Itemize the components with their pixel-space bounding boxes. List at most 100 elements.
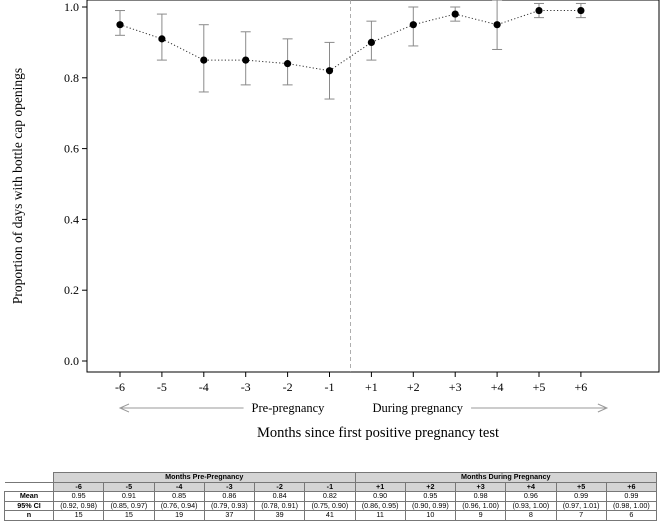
table-cell: 0.99 [555, 491, 607, 502]
table-cell: 8 [505, 510, 557, 521]
table-row: n 15 15 19 37 39 41 11 10 9 8 7 6 [4, 510, 658, 521]
x-tick-label: +2 [407, 380, 420, 394]
table-cell: 0.82 [304, 491, 356, 502]
table-cell: 37 [203, 510, 256, 521]
table-cell: 0.95 [52, 491, 105, 502]
table-month-header: -4 [153, 481, 205, 493]
x-tick-label: -6 [115, 380, 125, 394]
data-point [451, 10, 459, 18]
plot-frame [86, 0, 660, 373]
data-point [325, 67, 334, 75]
table-group-header-row: Months Pre-Pregnancy Months During Pregn… [4, 472, 657, 483]
data-point [158, 35, 166, 43]
table-month-header: +3 [454, 481, 507, 493]
table-cell: 0.86 [203, 491, 256, 502]
table-row-label: Mean [4, 491, 54, 502]
table-cell: 19 [153, 510, 205, 521]
table-cell: 41 [304, 510, 356, 521]
table-cell: (0.93, 1.00) [505, 500, 557, 512]
table-cell: (0.85, 0.97) [103, 500, 155, 512]
table-cell: 0.90 [354, 491, 406, 502]
data-point [242, 56, 250, 64]
series-line [119, 10, 581, 72]
table-cell: (0.86, 0.95) [354, 500, 406, 512]
table-cell: 11 [354, 510, 406, 521]
summary-table: Months Pre-Pregnancy Months During Pregn… [4, 472, 658, 521]
phase-label-pre: Pre-pregnancy [252, 401, 326, 415]
table-month-header: +6 [605, 481, 658, 493]
table-cell: 0.91 [103, 491, 155, 502]
data-point [200, 56, 208, 64]
arrow-during-head [597, 403, 609, 413]
table-cell: 0.85 [153, 491, 205, 502]
table-month-header: +1 [354, 481, 406, 493]
x-tick-label: -1 [325, 380, 335, 394]
table-cell: (0.98, 1.00) [605, 500, 658, 512]
table-cell: (0.76, 0.94) [153, 500, 205, 512]
table-cell: 9 [454, 510, 507, 521]
table-cell: (0.78, 0.91) [253, 500, 306, 512]
x-tick-label: +1 [365, 380, 378, 394]
table-cell: (0.92, 0.98) [52, 500, 105, 512]
x-axis-label: Months since first positive pregnancy te… [257, 425, 499, 441]
phase-label-during: During pregnancy [372, 401, 463, 415]
table-row: Mean 0.95 0.91 0.85 0.86 0.84 0.82 0.90 0.95 0.98… [4, 491, 658, 502]
table-cell: 0.96 [505, 491, 557, 502]
table-cell: 39 [253, 510, 306, 521]
table-group-header-pre: Months Pre-Pregnancy [53, 472, 356, 483]
table-cell: (0.79, 0.93) [203, 500, 256, 512]
table-month-header: -6 [52, 481, 105, 493]
y-tick-label: 0.4 [64, 212, 79, 226]
table-month-header: +5 [555, 481, 607, 493]
data-point [367, 38, 375, 47]
x-tick-label: +3 [449, 380, 462, 394]
data-point [116, 21, 124, 29]
table-month-header-row: -6 -5 -4 -3 -2 -1 +1 +2 +3 +4 +5 +6 [4, 481, 658, 493]
y-tick-label: 0.0 [64, 354, 79, 368]
table-cell: (0.96, 1.00) [454, 500, 507, 512]
x-tick-label: -3 [241, 380, 251, 394]
table-cell: 0.84 [253, 491, 306, 502]
table-body: Mean 0.95 0.91 0.85 0.86 0.84 0.82 0.90 0.95 0.98… [4, 491, 658, 521]
table-cell: 15 [103, 510, 155, 521]
table-row-label: n [4, 510, 54, 521]
x-tick-label: -5 [157, 380, 167, 394]
table-cell: 7 [555, 510, 607, 521]
x-tick-label: -2 [283, 380, 293, 394]
y-tick-label: 1.0 [64, 0, 79, 14]
table-cell: (0.97, 1.01) [555, 500, 607, 512]
chart-marks [115, 0, 586, 100]
table-month-header: -5 [103, 481, 155, 493]
table-cell: 6 [605, 510, 658, 521]
y-tick-label: 0.2 [64, 283, 79, 297]
y-tick-label: 0.6 [64, 142, 79, 156]
data-point [535, 6, 543, 15]
table-row: 95% CI (0.92, 0.98) (0.85, 0.97) (0.76, 0.9… [4, 500, 658, 512]
table-cell: 0.95 [404, 491, 457, 502]
x-tick-label: +5 [533, 380, 546, 394]
y-tick-label: 0.8 [64, 71, 79, 85]
data-point [284, 60, 292, 68]
data-point [493, 21, 501, 29]
arrow-pre-head [118, 403, 130, 413]
table-cell: 10 [404, 510, 457, 521]
x-tick-label: +4 [491, 380, 504, 394]
data-point [577, 6, 585, 15]
chart-labels: 0.0 0.2 0.4 0.6 0.8 1.0 -6 -5 -4 -3 -2 -1 +1 +2 +3 +4 +5… [10, 0, 587, 441]
table-cell: 0.98 [454, 491, 507, 502]
x-tick-label: -4 [199, 380, 209, 394]
data-point [409, 21, 417, 29]
x-tick-label: +6 [575, 380, 588, 394]
table-row-label: 95% CI [4, 500, 54, 512]
table-month-header: -3 [203, 481, 256, 493]
table-group-header-during: Months During Pregnancy [354, 472, 657, 483]
table-month-header: -2 [253, 481, 306, 493]
table-month-header: +4 [505, 481, 557, 493]
table-month-header: +2 [404, 481, 457, 493]
table-cell: 15 [52, 510, 105, 521]
table-cell: (0.90, 0.99) [404, 500, 457, 512]
table-corner [4, 472, 54, 483]
chart: 0.0 0.2 0.4 0.6 0.8 1.0 -6 -5 -4 -3 -2 -1 +1 +2 +3 +4 +5… [10, 0, 660, 441]
table-corner [4, 482, 54, 493]
y-axis-label: Proportion of days with bottle cap openi… [10, 68, 25, 304]
